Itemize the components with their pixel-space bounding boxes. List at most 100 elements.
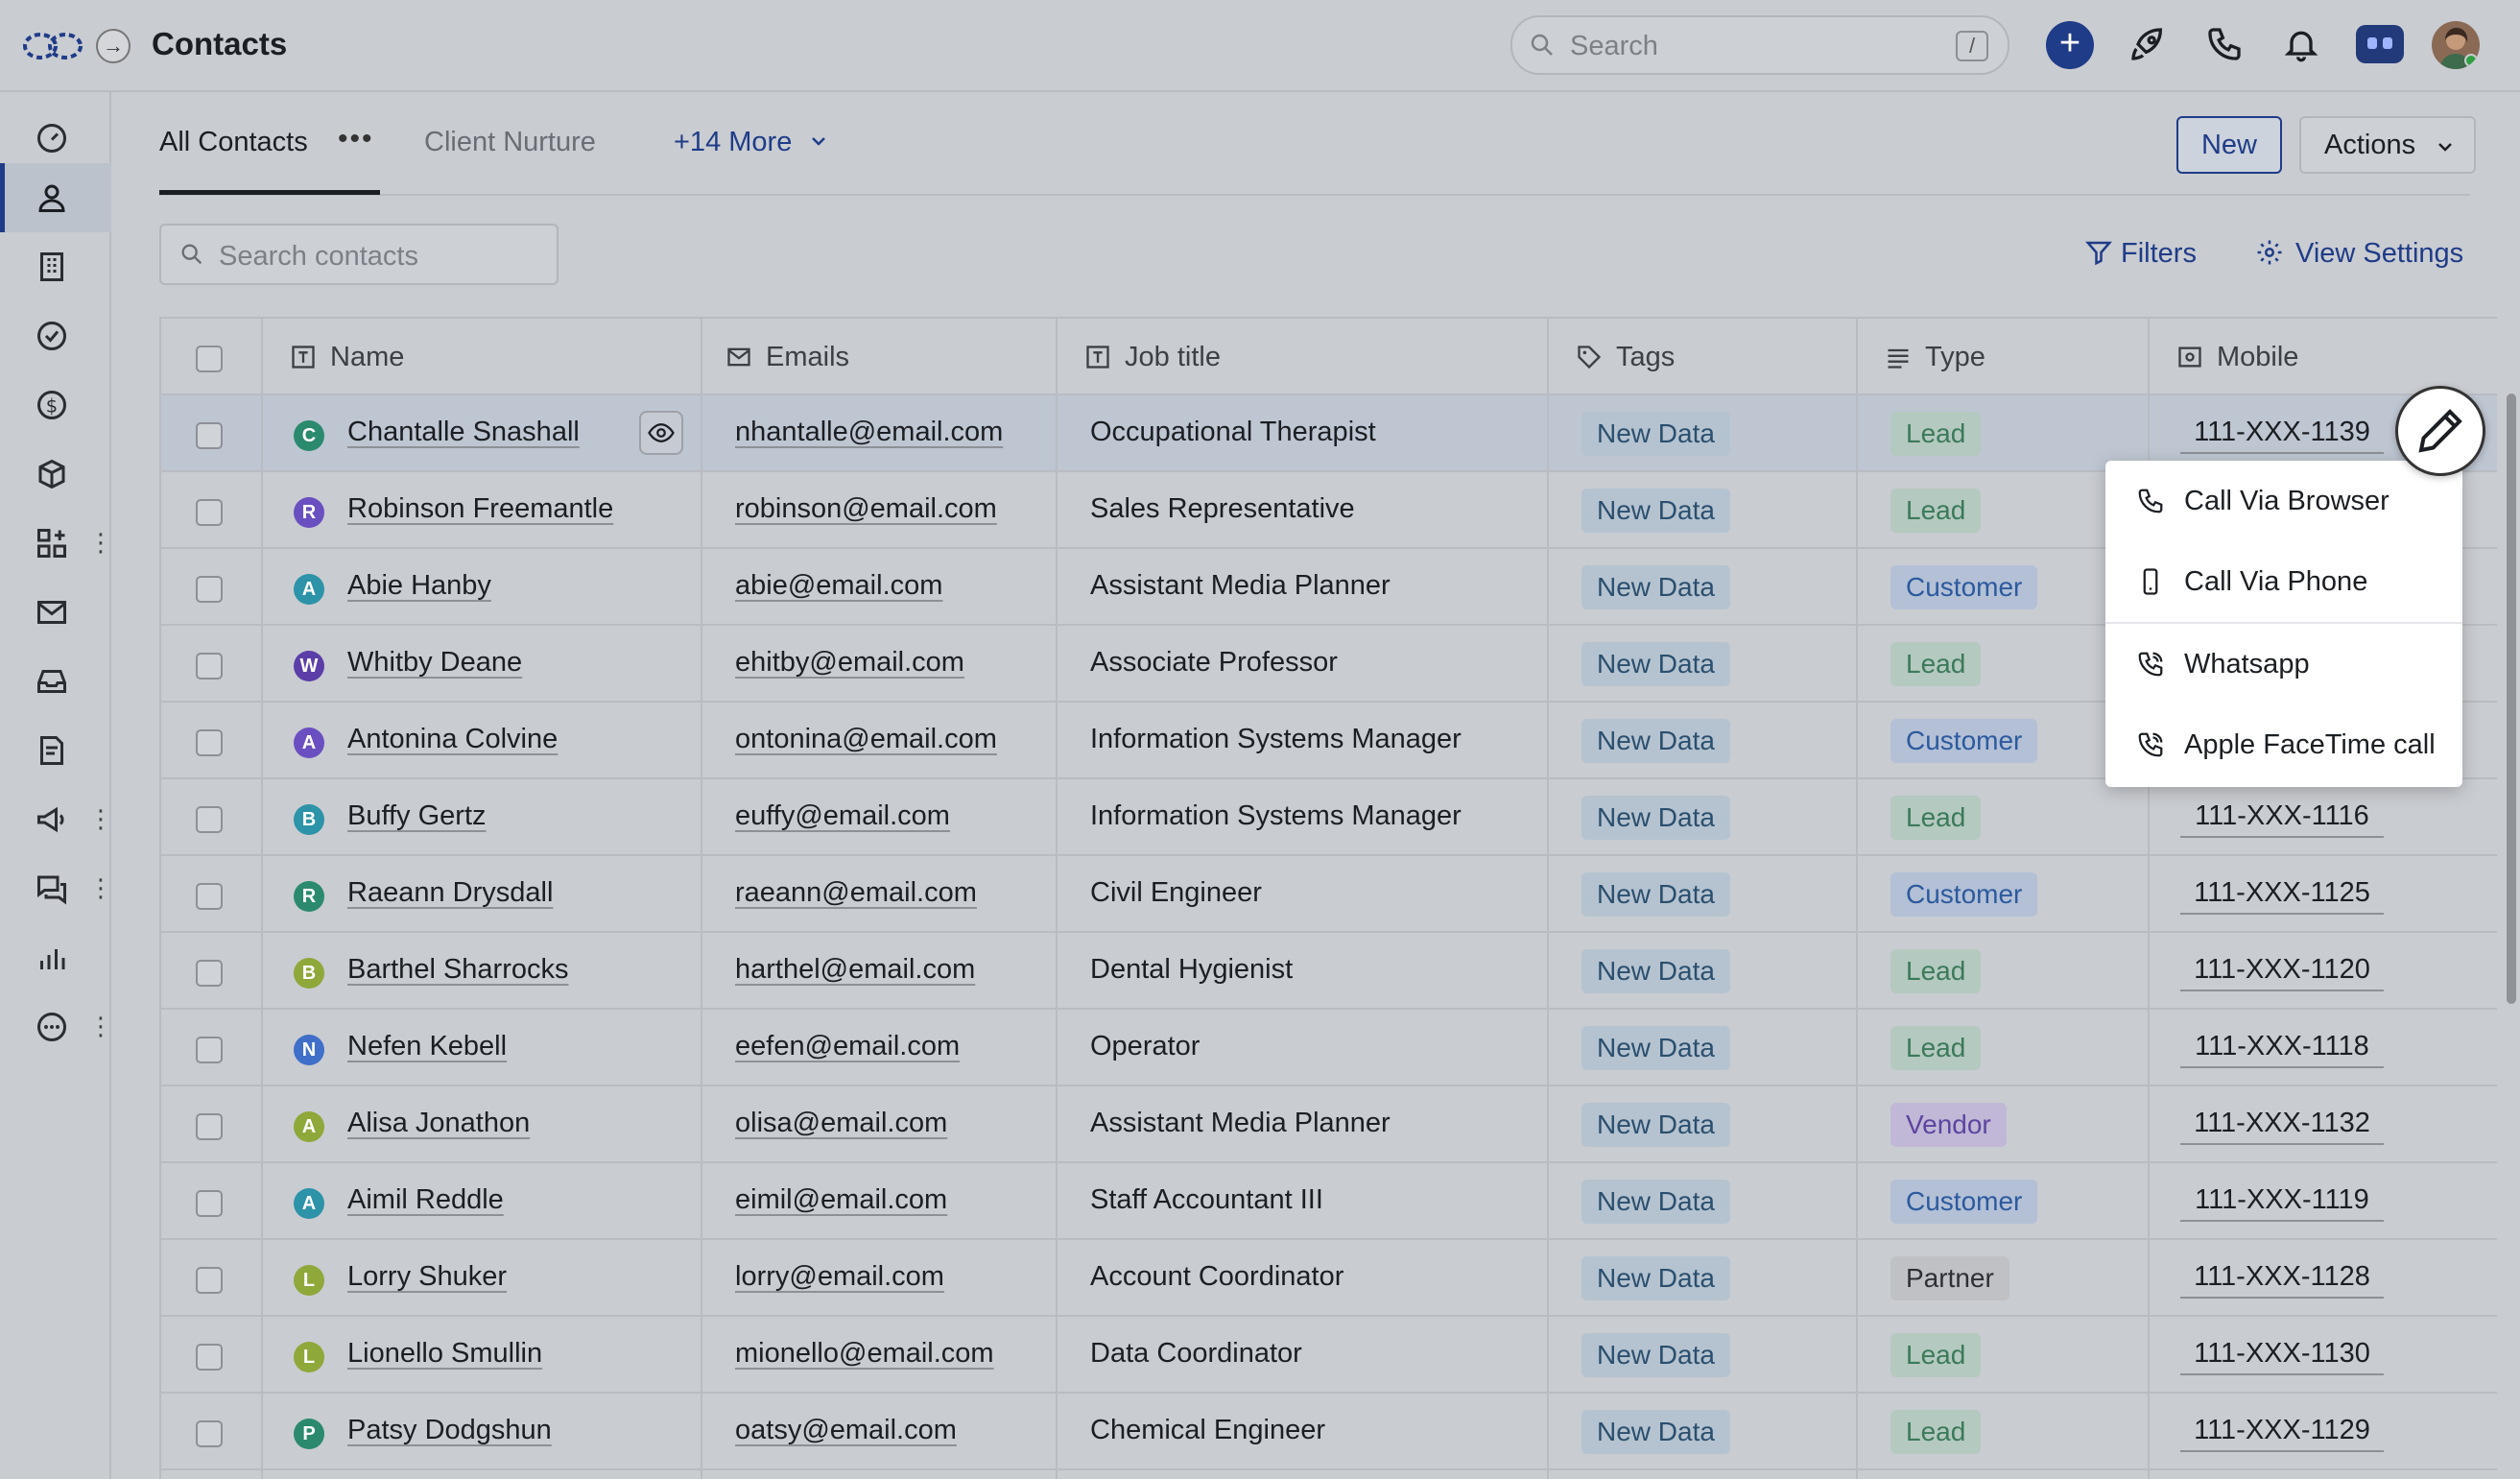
- menu-item-call-via-phone[interactable]: Call Via Phone: [2105, 541, 2462, 622]
- contact-email-link[interactable]: olisa@email.com: [735, 1108, 948, 1138]
- contact-mobile[interactable]: 111-XXX-1129: [2180, 1415, 2384, 1452]
- menu-item-apple-facetime[interactable]: Apple FaceTime call: [2105, 704, 2462, 785]
- type-badge[interactable]: Customer: [1890, 719, 2038, 763]
- sidebar-item-campaigns[interactable]: ⋮: [0, 785, 113, 854]
- sidebar-item-reports[interactable]: [0, 923, 111, 992]
- row-checkbox[interactable]: [196, 422, 223, 449]
- preview-button[interactable]: [639, 411, 683, 455]
- tab-all-contacts[interactable]: All Contacts: [159, 127, 308, 157]
- sidebar-item-deals[interactable]: $: [0, 370, 111, 440]
- more-menu-icon[interactable]: ⋮: [88, 1012, 113, 1040]
- column-header-name[interactable]: Name: [290, 319, 404, 395]
- contact-name-link[interactable]: Aimil Reddle: [347, 1184, 504, 1215]
- contact-name-link[interactable]: Lorry Shuker: [347, 1261, 508, 1292]
- select-all-checkbox[interactable]: [196, 346, 223, 372]
- column-header-tags[interactable]: Tags: [1576, 319, 1675, 395]
- tag-badge[interactable]: New Data: [1581, 872, 1730, 917]
- type-badge[interactable]: Vendor: [1890, 1103, 2007, 1147]
- table-row[interactable]: R Raeann Drysdall raeann@email.com Civil En…: [161, 856, 2497, 933]
- table-row[interactable]: N Nefen Kebell eefen@email.com Operator New …: [161, 1010, 2497, 1086]
- table-row[interactable]: A Abie Hanby abie@email.com Assistant Media…: [161, 549, 2497, 626]
- table-row[interactable]: A Antonina Colvine ontonina@email.com Infor…: [161, 703, 2497, 779]
- column-header-emails[interactable]: Emails: [725, 319, 849, 395]
- tag-badge[interactable]: New Data: [1581, 796, 1730, 840]
- tag-badge[interactable]: New Data: [1581, 949, 1730, 993]
- row-checkbox[interactable]: [196, 1267, 223, 1294]
- contact-mobile[interactable]: 111-XXX-1125: [2180, 877, 2384, 915]
- contact-email-link[interactable]: robinson@email.com: [735, 493, 997, 524]
- avatar[interactable]: [2432, 21, 2480, 69]
- tag-badge[interactable]: New Data: [1581, 1410, 1730, 1454]
- row-checkbox[interactable]: [196, 1420, 223, 1447]
- sidebar-item-email[interactable]: [0, 578, 111, 647]
- contacts-search-input[interactable]: Search contacts: [159, 224, 559, 285]
- tab-options-icon[interactable]: •••: [338, 123, 374, 155]
- type-badge[interactable]: Customer: [1890, 1180, 2038, 1224]
- sidebar-item-products[interactable]: [0, 440, 111, 509]
- campaigns-more-icon[interactable]: ⋮: [88, 804, 113, 833]
- contact-email-link[interactable]: ehitby@email.com: [735, 647, 964, 678]
- tag-badge[interactable]: New Data: [1581, 1256, 1730, 1300]
- menu-item-whatsapp[interactable]: Whatsapp: [2105, 624, 2462, 704]
- contact-name-link[interactable]: Lionello Smullin: [347, 1338, 543, 1369]
- contact-mobile[interactable]: 111-XXX-1119: [2180, 1184, 2384, 1222]
- sidebar-item-documents[interactable]: [0, 716, 111, 785]
- contact-name-link[interactable]: Alisa Jonathon: [347, 1108, 531, 1138]
- type-badge[interactable]: Lead: [1890, 1333, 1982, 1377]
- more-tabs-dropdown[interactable]: +14 More: [674, 127, 830, 158]
- sidebar-item-tasks[interactable]: [0, 301, 111, 370]
- chats-more-icon[interactable]: ⋮: [88, 873, 113, 902]
- table-row[interactable]: W Whitby Deane ehitby@email.com Associate P…: [161, 626, 2497, 703]
- column-header-mobile[interactable]: Mobile: [2176, 319, 2298, 395]
- apps-more-icon[interactable]: ⋮: [88, 528, 113, 557]
- contact-mobile[interactable]: 111-XXX-1139: [2180, 417, 2384, 454]
- contact-email-link[interactable]: harthel@email.com: [735, 954, 976, 985]
- table-row[interactable]: R Robinson Freemantle robinson@email.com Sa…: [161, 472, 2497, 549]
- actions-button[interactable]: Actions: [2299, 116, 2476, 174]
- contact-email-link[interactable]: lorry@email.com: [735, 1261, 944, 1292]
- bell-icon[interactable]: [2282, 25, 2320, 63]
- contact-email-link[interactable]: eimil@email.com: [735, 1184, 948, 1215]
- row-checkbox[interactable]: [196, 883, 223, 910]
- row-checkbox[interactable]: [196, 576, 223, 603]
- contact-mobile[interactable]: 111-XXX-1120: [2180, 954, 2384, 991]
- contact-mobile[interactable]: 111-XXX-1130: [2180, 1338, 2384, 1375]
- tag-badge[interactable]: New Data: [1581, 642, 1730, 686]
- tag-badge[interactable]: New Data: [1581, 489, 1730, 533]
- tag-badge[interactable]: New Data: [1581, 1333, 1730, 1377]
- tag-badge[interactable]: New Data: [1581, 412, 1730, 456]
- contact-email-link[interactable]: euffy@email.com: [735, 800, 950, 831]
- column-header-job-title[interactable]: Job title: [1084, 319, 1221, 395]
- contact-name-link[interactable]: Chantalle Snashall: [347, 417, 580, 447]
- table-row[interactable]: A Alisa Jonathon olisa@email.com Assistant …: [161, 1086, 2497, 1163]
- plus-icon[interactable]: +: [2046, 21, 2094, 69]
- global-search-input[interactable]: Search /: [1510, 15, 2009, 75]
- contact-name-link[interactable]: Barthel Sharrocks: [347, 954, 569, 985]
- row-checkbox[interactable]: [196, 1344, 223, 1371]
- contact-name-link[interactable]: Buffy Gertz: [347, 800, 487, 831]
- table-row[interactable]: P Patsy Dodgshun oatsy@email.com Chemical E…: [161, 1394, 2497, 1470]
- table-row[interactable]: B Barthel Sharrocks harthel@email.com Denta…: [161, 933, 2497, 1010]
- row-checkbox[interactable]: [196, 499, 223, 526]
- contact-mobile[interactable]: 111-XXX-1132: [2180, 1108, 2384, 1145]
- tag-badge[interactable]: New Data: [1581, 1180, 1730, 1224]
- app-logo[interactable]: [21, 27, 84, 65]
- expand-sidebar-button[interactable]: →: [96, 29, 131, 63]
- tag-badge[interactable]: New Data: [1581, 719, 1730, 763]
- contact-name-link[interactable]: Abie Hanby: [347, 570, 491, 601]
- contact-name-link[interactable]: Antonina Colvine: [347, 724, 559, 754]
- table-scrollbar[interactable]: [2507, 394, 2516, 1004]
- row-checkbox[interactable]: [196, 960, 223, 987]
- contact-email-link[interactable]: mionello@email.com: [735, 1338, 994, 1369]
- row-checkbox[interactable]: [196, 1190, 223, 1217]
- contact-name-link[interactable]: Patsy Dodgshun: [347, 1415, 552, 1445]
- rocket-icon[interactable]: [2128, 25, 2167, 63]
- type-badge[interactable]: Customer: [1890, 872, 2038, 917]
- table-row[interactable]: C Chantalle Snashall nhantalle@email.com Oc…: [161, 395, 2497, 472]
- tag-badge[interactable]: New Data: [1581, 1103, 1730, 1147]
- table-row[interactable]: B Buffy Gertz euffy@email.com Information S…: [161, 779, 2497, 856]
- tab-client-nurture[interactable]: Client Nurture: [424, 127, 596, 157]
- type-badge[interactable]: Lead: [1890, 412, 1982, 456]
- menu-item-call-via-browser[interactable]: Call Via Browser: [2105, 461, 2462, 541]
- edit-mobile-button[interactable]: [2395, 386, 2485, 476]
